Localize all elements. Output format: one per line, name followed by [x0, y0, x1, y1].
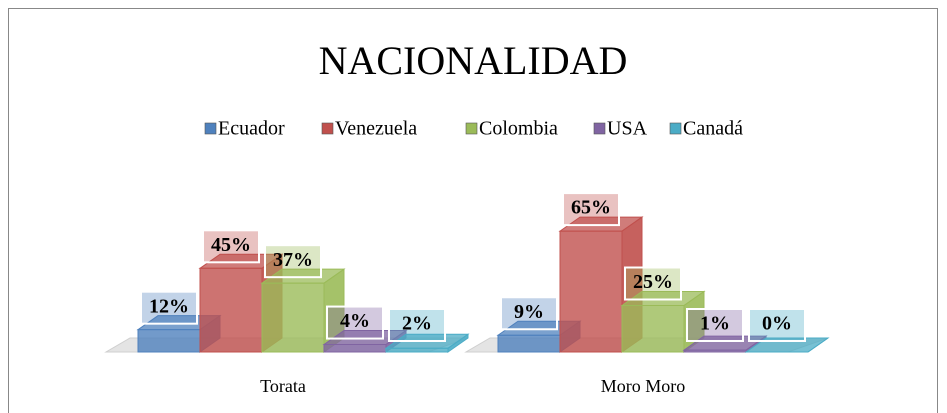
- data-label-box: [140, 290, 198, 325]
- data-label: 0%: [762, 313, 792, 335]
- legend-label: Ecuador: [218, 118, 285, 140]
- chart-title: NACIONALIDAD: [319, 38, 628, 83]
- bar-front: [323, 344, 387, 353]
- x-tick-label: Moro Moro: [601, 376, 686, 396]
- data-label: 4%: [340, 310, 370, 332]
- bar-front: [683, 349, 747, 353]
- data-label-box: [686, 308, 744, 342]
- bar-front: [559, 230, 623, 353]
- legend-swatch: [465, 122, 478, 135]
- data-label-box: [326, 305, 384, 340]
- data-label: 45%: [211, 234, 251, 256]
- bar-front: [497, 334, 561, 353]
- data-label-box: [624, 266, 682, 301]
- data-label: 25%: [633, 271, 673, 293]
- bar-front: [385, 347, 449, 353]
- data-label: 1%: [700, 313, 730, 335]
- data-label: 2%: [402, 313, 432, 335]
- data-label-box: [202, 229, 260, 264]
- bar-front: [261, 282, 325, 353]
- bar-front: [199, 267, 263, 353]
- bar: [260, 268, 346, 353]
- data-label-box: [562, 192, 620, 227]
- bar-front: [137, 329, 201, 353]
- data-label: 9%: [514, 301, 544, 323]
- legend-swatch: [204, 122, 217, 135]
- data-label-box: [264, 244, 322, 279]
- bar-front: [621, 305, 685, 353]
- legend-label: Canadá: [683, 118, 743, 140]
- data-label: 37%: [273, 249, 313, 271]
- legend-swatch: [321, 122, 334, 135]
- data-label: 12%: [149, 295, 189, 317]
- legend-label: USA: [607, 118, 648, 140]
- legend-swatch: [593, 122, 606, 135]
- legend-label: Colombia: [479, 118, 558, 140]
- bar: [620, 290, 706, 353]
- data-label: 65%: [571, 197, 611, 219]
- x-tick-label: Torata: [260, 376, 306, 396]
- data-label-box: [388, 308, 446, 342]
- legend-swatch: [669, 122, 682, 135]
- data-label-box: [748, 308, 806, 342]
- data-label-box: [500, 296, 558, 331]
- legend-label: Venezuela: [335, 118, 417, 140]
